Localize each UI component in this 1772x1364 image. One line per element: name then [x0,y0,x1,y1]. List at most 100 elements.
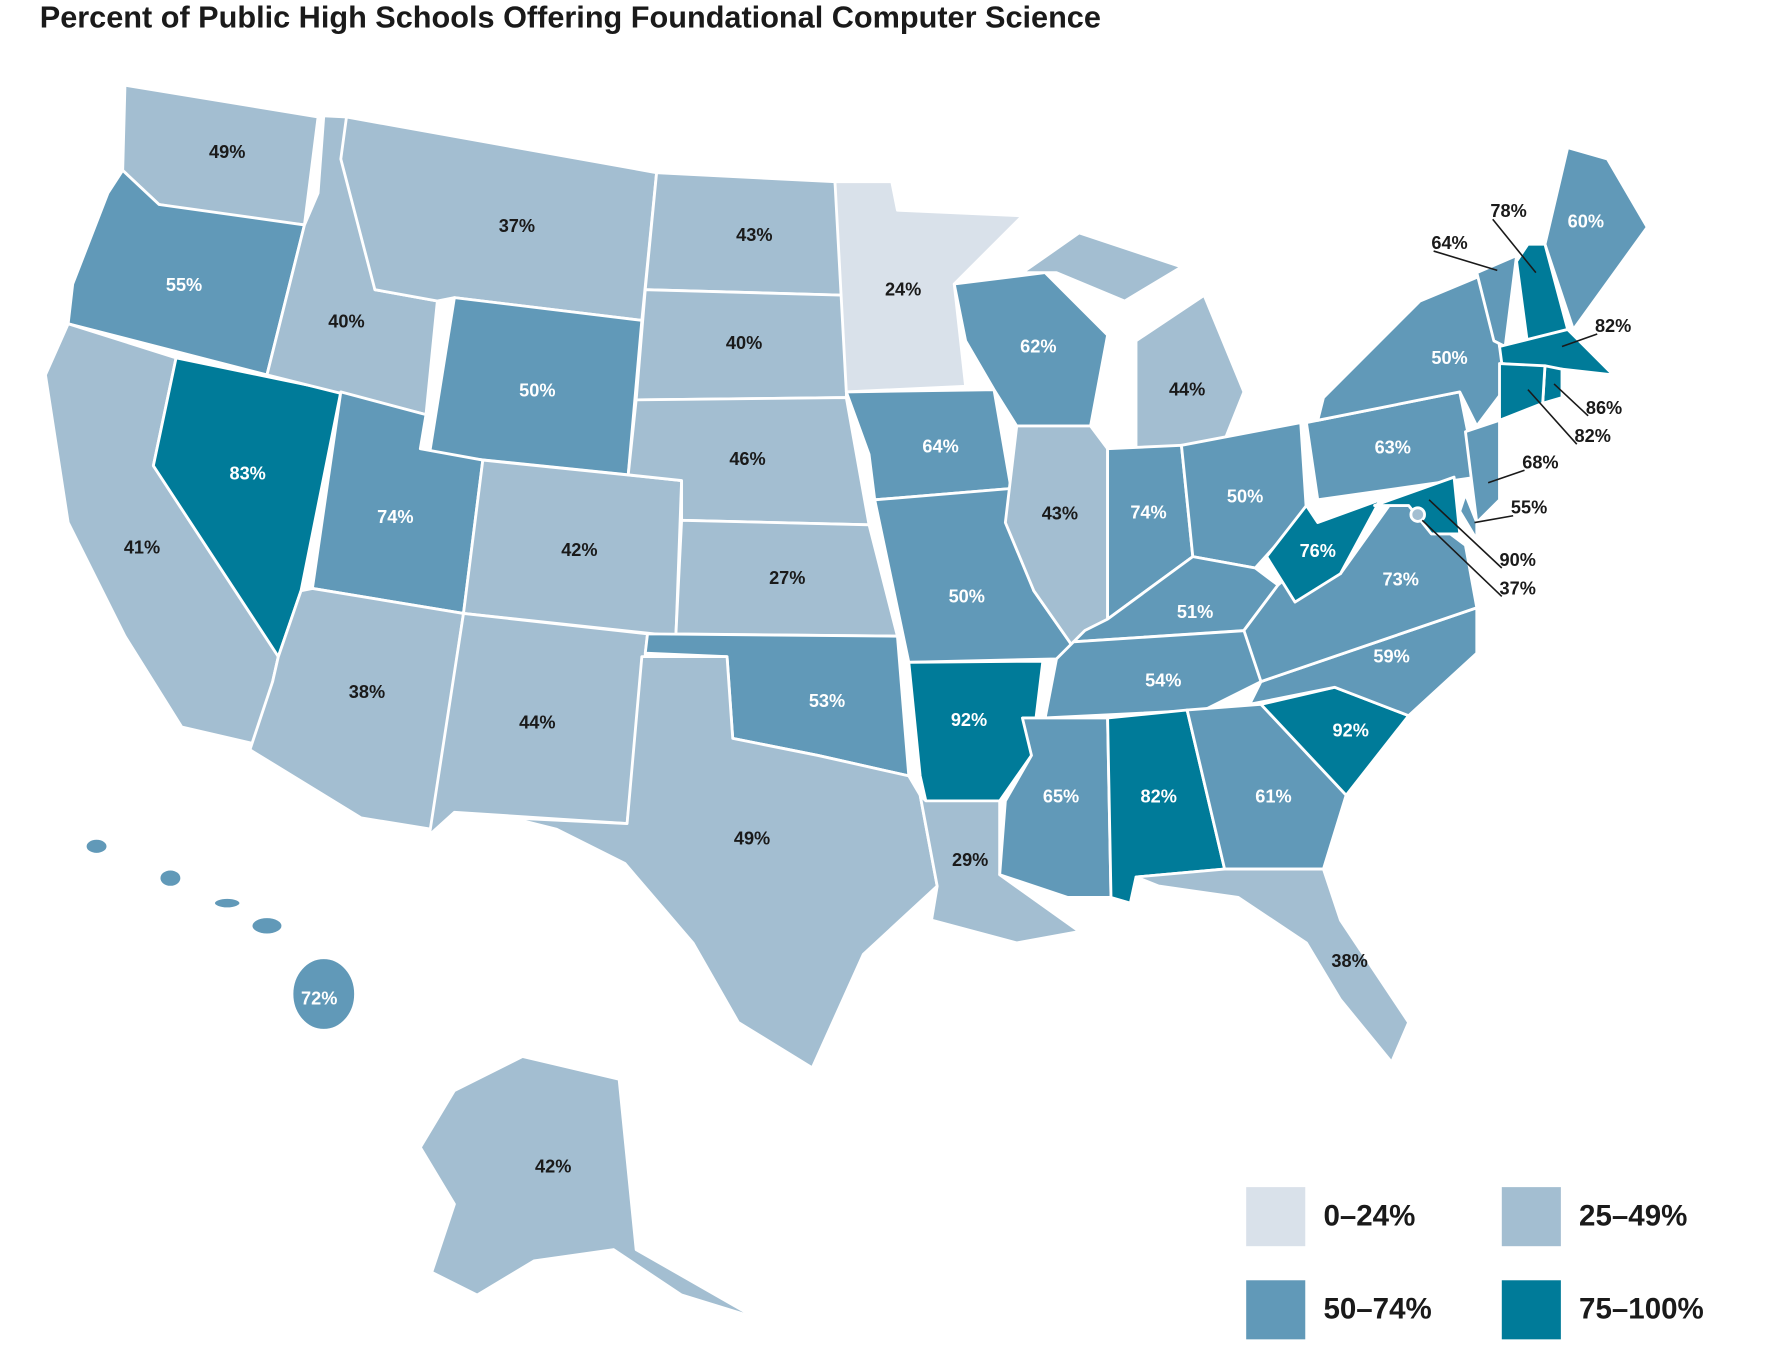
leader-line [1553,383,1589,417]
state-value-label: 49% [209,142,245,162]
state: 82% [1498,362,1611,446]
leader-line [1428,499,1503,569]
state: 55% [1458,492,1547,542]
state: 49% [509,655,939,1070]
leader-line [1527,389,1578,445]
state-shape [509,655,939,1070]
state-value-label: 73% [1383,569,1419,589]
state: 27% [674,518,899,638]
state: 42% [418,1055,757,1320]
state-value-label: 37% [1500,578,1536,598]
state-value-label: 64% [1431,233,1467,253]
state-shape [66,168,306,377]
state-shape [1464,418,1501,524]
state-shape [1134,867,1411,1064]
state-value-label: 55% [166,275,202,295]
state-value-label: 65% [1043,786,1079,806]
state-value-label: 59% [1373,647,1409,667]
legend-label: 0–24% [1323,1200,1415,1233]
state: 43% [643,171,852,297]
state-value-label: 38% [349,682,385,702]
state: 50% [1180,421,1308,570]
legend-label: 75–100% [1579,1293,1704,1326]
state-value-label: 61% [1255,786,1291,806]
state-value-label: 42% [561,540,597,560]
state-value-label: 62% [1020,336,1056,356]
legend-swatch [1246,1187,1306,1247]
state-value-label: 50% [1227,486,1263,506]
state: 40% [634,288,852,402]
state-value-label: 92% [1333,720,1369,740]
state-shape [1265,498,1382,604]
state-value-label: 72% [301,988,337,1008]
state-value-label: 38% [1331,951,1367,971]
state: 37% [1409,506,1536,598]
state-value-label: 44% [1169,380,1205,400]
state-value-label: 55% [1511,498,1547,518]
legend-label: 25–49% [1579,1200,1687,1233]
state-value-label: 41% [124,537,160,557]
map-body: Percent of Public High Schools Offering … [40,0,1704,1340]
leader-line [1561,333,1598,348]
state-value-label: 63% [1375,438,1411,458]
state: 60% [1543,146,1649,331]
state: 50% [427,296,644,477]
state-value-label: 49% [734,828,770,848]
state-shape [418,1055,757,1320]
state-value-label: 74% [1130,502,1166,522]
state-value-label: 42% [535,1157,571,1177]
state: 37% [339,115,659,322]
state: 55% [66,168,306,377]
state-shape [1458,492,1479,542]
state-value-label: 82% [1141,786,1177,806]
state-value-label: 90% [1500,550,1536,570]
state-value-label: 51% [1177,602,1213,622]
state-value-label: 76% [1300,541,1336,561]
state-shape [427,612,649,837]
leader-line [1421,519,1503,597]
state-shape [212,896,243,911]
state-shape [1543,146,1649,331]
state-value-label: 43% [1042,503,1078,523]
state-value-label: 60% [1568,211,1604,231]
legend-swatch [1246,1280,1306,1340]
state-value-label: 54% [1145,670,1181,690]
state-value-label: 50% [519,381,555,401]
legend-swatch [1501,1280,1561,1340]
leader-line [1433,250,1498,272]
state-value-label: 83% [229,464,265,484]
state-shape [249,915,285,937]
state-value-label: 24% [885,280,921,300]
state-shape [290,956,357,1032]
state-shape [1409,506,1426,523]
state: 78% [1490,201,1570,348]
state: 64% [844,388,1013,502]
state: 38% [1134,867,1411,1064]
leader-line [1474,514,1514,524]
state: 68% [1464,418,1559,524]
state-value-label: 40% [328,311,364,331]
state-value-label: 86% [1586,398,1622,418]
state-value-label: 82% [1595,316,1631,336]
state-value-label: 82% [1575,426,1611,446]
state-value-label: 46% [729,449,765,469]
state-value-label: 40% [726,333,762,353]
state-value-label: 27% [769,568,805,588]
state-value-label: 78% [1490,201,1526,221]
state-value-label: 64% [922,436,958,456]
state: 65% [998,716,1113,899]
state-shape [157,867,184,889]
state-value-label: 92% [951,710,987,730]
state: 90% [1373,475,1536,570]
state-value-label: 44% [519,712,555,732]
leader-line [1487,469,1525,484]
state: 42% [462,458,684,638]
state-shape [1373,475,1462,536]
state-value-label: 50% [1431,348,1467,368]
state-shape [83,836,110,856]
map-title: Percent of Public High Schools Offering … [40,0,1101,34]
state: 51% [1072,555,1280,644]
state-value-label: 74% [377,507,413,527]
state: 76% [1265,498,1382,604]
